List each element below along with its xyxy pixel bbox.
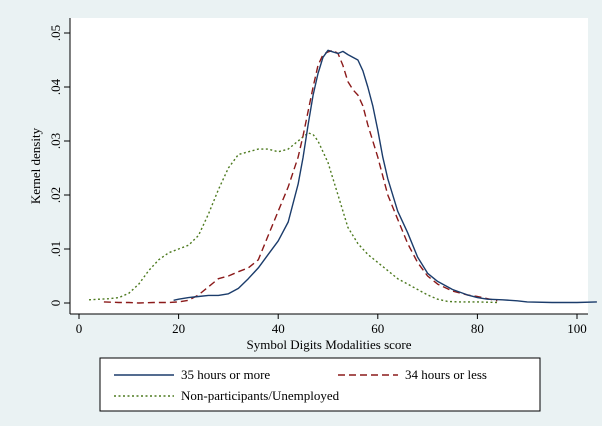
legend-box [99,357,541,412]
x-axis-label: Symbol Digits Modalities score [246,337,411,352]
x-axis-ticks: 0 20 40 60 80 100 [76,314,587,336]
y-tick-label: .02 [48,187,63,203]
y-tick-label: .01 [48,241,63,257]
x-tick-label: 100 [567,321,587,336]
legend-label-34-hours-or-less: 34 hours or less [405,367,487,382]
x-tick-label: 60 [371,321,384,336]
y-axis-label: Kernel density [28,127,43,204]
series-line-non-participants [88,132,498,304]
legend-label-non-participants: Non-participants/Unemployed [181,388,340,403]
x-tick-label: 40 [272,321,285,336]
legend-label-35-hours-or-more: 35 hours or more [181,367,270,382]
y-tick-label: .03 [48,133,63,149]
x-tick-label: 20 [172,321,185,336]
series-line-35-hours-or-more [173,49,597,304]
y-tick-label: .04 [48,78,63,95]
y-tick-label: .05 [48,25,63,41]
y-axis-ticks: 0 .01 .02 .03 .04 .05 [48,25,70,306]
x-tick-label: 0 [76,321,83,336]
series-layer [88,49,597,304]
y-tick-label: 0 [48,300,63,307]
x-tick-label: 80 [471,321,484,336]
plot-area [70,18,588,314]
